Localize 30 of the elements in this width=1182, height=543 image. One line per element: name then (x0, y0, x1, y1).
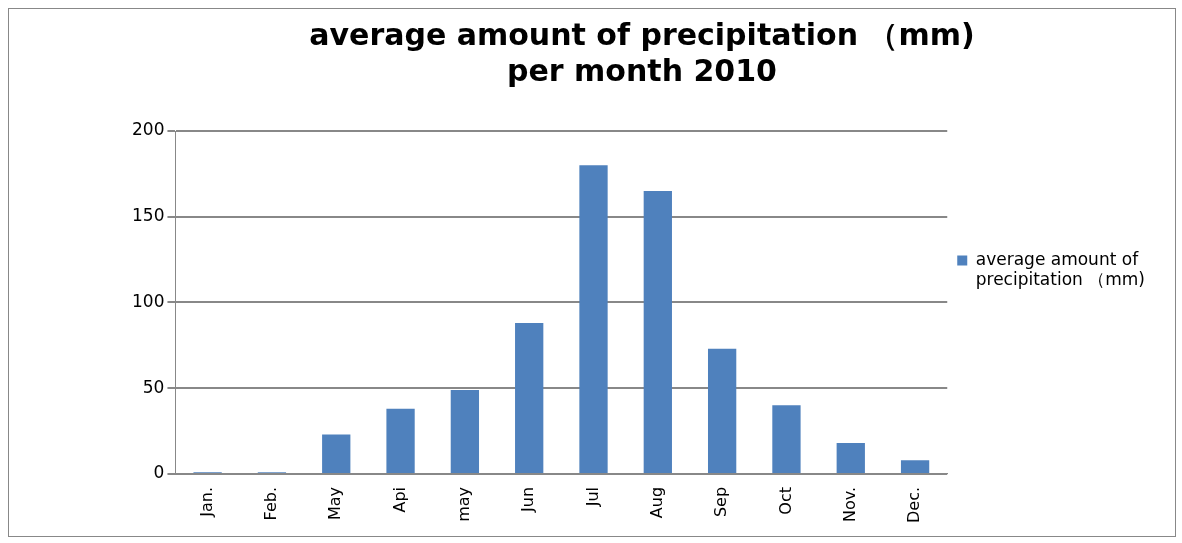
x-tick-label: Feb. (261, 486, 281, 521)
y-tick-label: 200 (131, 119, 165, 140)
bar (643, 191, 672, 473)
text: average amount of precipitation （mm) (309, 16, 975, 52)
bar (707, 348, 737, 473)
bar (386, 408, 415, 473)
x-tick-label: Jun (518, 486, 538, 513)
x-tick-label: Sep (711, 486, 731, 518)
x-tick-label: Jul (582, 486, 602, 508)
x-tick-label: Jan. (196, 486, 216, 518)
bar (579, 165, 608, 473)
bar (322, 434, 351, 473)
legend-label: average amount of precipitation （mm) (975, 249, 1146, 290)
text: per month 2010 (507, 52, 777, 88)
y-tick-label: 0 (153, 462, 165, 483)
x-tick-label: Aug (646, 486, 666, 519)
y-tick-label: 100 (131, 290, 165, 311)
bar (900, 460, 930, 473)
y-tick-label: 50 (142, 376, 165, 397)
y-tick-label: 150 (131, 205, 165, 226)
bar (515, 323, 544, 473)
bar (772, 405, 801, 473)
x-tick-label: may (454, 486, 474, 522)
x-tick-label: Api (389, 486, 409, 513)
x-tick-label: Oct (775, 486, 795, 515)
bar (836, 443, 865, 473)
bar (450, 389, 480, 473)
x-tick-label: Dec. (904, 486, 924, 523)
x-tick-label: Nov. (839, 486, 859, 523)
x-tick-label: May (325, 486, 345, 521)
